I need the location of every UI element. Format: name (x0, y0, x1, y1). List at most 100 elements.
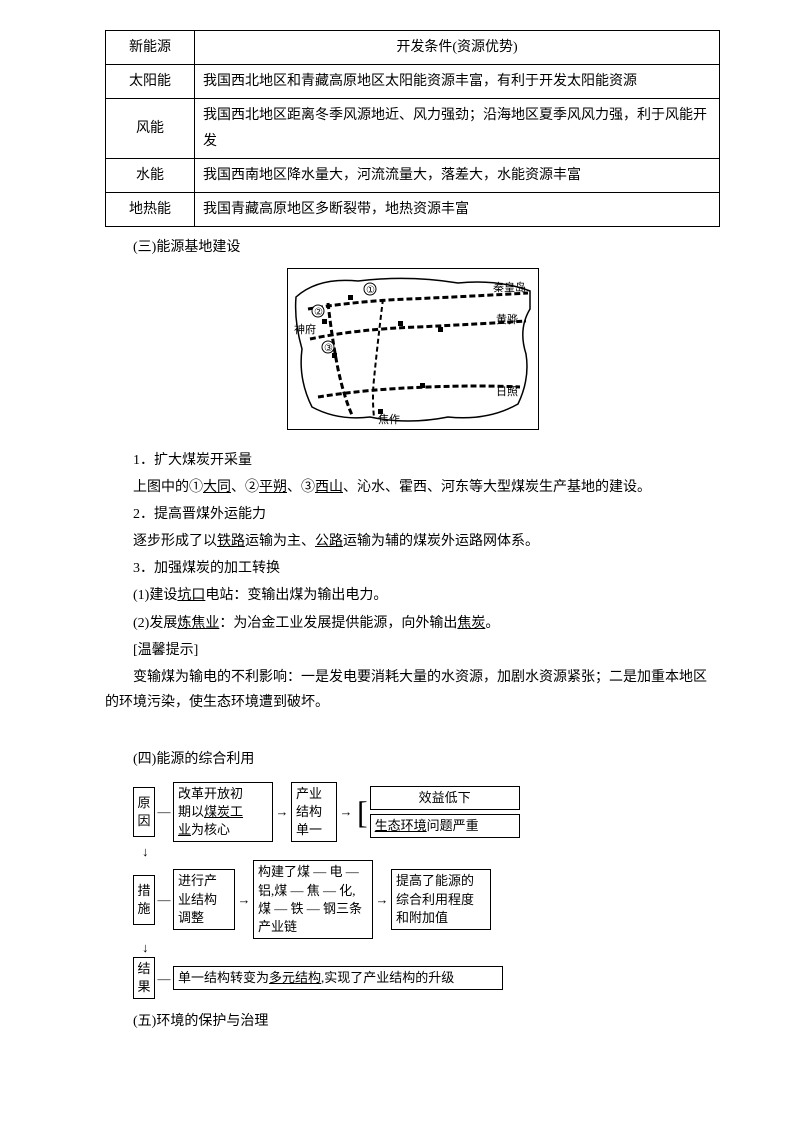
cause-label: 原因 (133, 787, 155, 837)
result-label: 结果 (133, 957, 155, 999)
text-span: 单一 (296, 822, 322, 837)
cell-solar-name: 太阳能 (106, 65, 195, 99)
s3-p2-body: 逐步形成了以铁路运输为主、公路运输为辅的煤炭外运路网体系。 (105, 529, 720, 554)
text-span: 运输为辅的煤炭外运路网体系。 (343, 534, 539, 549)
cause-right-stack: 效益低下 生态环境问题严重 (370, 786, 520, 838)
table-header-row: 新能源 开发条件(资源优势) (106, 31, 720, 65)
result-box: 单一结构转变为多元结构,实现了产业结构的升级 (173, 966, 503, 990)
map-label-qinhuangdao: 秦皇岛 (493, 280, 526, 294)
tip-body: 变输煤为输电的不利影响：一是发电要消耗大量的水资源，加剧水资源紧张；二是加重本地… (105, 665, 720, 715)
text-span: ,实现了产业结构的升级 (321, 970, 454, 985)
s3-p2-title: 2．提高晋煤外运能力 (105, 502, 720, 527)
s3-p3-2: (2)发展炼焦业：为冶金工业发展提供能源，向外输出焦炭。 (105, 611, 720, 636)
text-span: 煤 — 铁 — 钢三条 (258, 901, 362, 916)
header-new-energy: 新能源 (106, 31, 195, 65)
cell-water-name: 水能 (106, 158, 195, 192)
underline-jiaotan: 焦炭 (457, 616, 485, 631)
text-span: (2)发展 (133, 616, 177, 631)
text-span: 变输煤为输电的不利影响：一是发电要消耗大量的水资源，加剧水资源紧张；二是加重本地… (105, 670, 707, 710)
arrow-right-icon: → (235, 888, 253, 911)
flow-row-measure: 措施 ― 进行产 业结构 调整 → 构建了煤 — 电 — 铝,煤 — 焦 — 化… (133, 860, 720, 939)
text-span: 调整 (178, 910, 204, 925)
cell-wind-name: 风能 (106, 99, 195, 158)
map-label-jiaozuo: 焦作 (378, 413, 400, 426)
text-span: 进行产 (178, 873, 217, 888)
underline-lianjiao: 炼焦业 (177, 616, 219, 631)
map-label-shenfu: 神府 (294, 322, 316, 336)
underline-rail: 铁路 (217, 534, 245, 549)
cause-box2: 产业 结构 单一 (291, 782, 337, 843)
cell-geothermal-name: 地热能 (106, 192, 195, 226)
map-label-rizhao: 日照 (496, 385, 518, 398)
map-svg: 秦皇岛 黄骅 日照 神府 焦作 ① ② ③ (287, 268, 539, 430)
table-row: 风能 我国西北地区距离冬季风源地近、风力强劲；沿海地区夏季风风力强，利于风能开发 (106, 99, 720, 158)
text-span: 、② (231, 480, 259, 495)
text-span: 、沁水、霍西、河东等大型煤炭生产基地的建设。 (343, 480, 651, 495)
text-span: 期以 (178, 804, 204, 819)
measure-box2: 构建了煤 — 电 — 铝,煤 — 焦 — 化, 煤 — 铁 — 钢三条 产业链 (253, 860, 373, 939)
text-span: 、③ (287, 480, 315, 495)
map-num-3: ③ (324, 343, 333, 354)
text-span: 为核心 (191, 822, 230, 837)
measure-label: 措施 (133, 875, 155, 925)
text-span: 上图中的① (133, 480, 203, 495)
arrow-right-icon: → (337, 800, 355, 823)
measure-box3: 提高了能源的 综合利用程度 和附加值 (391, 869, 491, 930)
section5-heading: (五)环境的保护与治理 (105, 1009, 720, 1034)
underline-road: 公路 (315, 534, 343, 549)
arrow-right-icon: → (373, 888, 391, 911)
energy-resources-table: 新能源 开发条件(资源优势) 太阳能 我国西北地区和青藏高原地区太阳能资源丰富，… (105, 30, 720, 227)
text-span: 综合利用程度 (396, 892, 474, 907)
flow-row-result: 结果 ― 单一结构转变为多元结构,实现了产业结构的升级 (133, 957, 720, 999)
text-span: 提高了能源的 (396, 873, 474, 888)
map-num-1: ① (366, 285, 375, 296)
text-span: 产业 (296, 786, 322, 801)
cell-water-desc: 我国西南地区降水量大，河流流量大，落差大，水能资源丰富 (195, 158, 720, 192)
arrow-right-icon: → (273, 800, 291, 823)
flowchart: 原因 ― 改革开放初 期以煤炭工 业为核心 → 产业 结构 单一 → [ 效益低… (133, 782, 720, 1000)
text-span: 业结构 (178, 892, 217, 907)
text-span: 。 (485, 616, 499, 631)
s3-p1-title: 1．扩大煤炭开采量 (105, 448, 720, 473)
underline-ye: 业 (178, 822, 191, 837)
text-span: 逐步形成了以 (133, 534, 217, 549)
table-row: 地热能 我国青藏高原地区多断裂带，地热资源丰富 (106, 192, 720, 226)
measure-box1: 进行产 业结构 调整 (173, 869, 235, 930)
header-conditions: 开发条件(资源优势) (195, 31, 720, 65)
cell-wind-desc: 我国西北地区距离冬季风源地近、风力强劲；沿海地区夏季风风力强，利于风能开发 (195, 99, 720, 158)
cause-right1: 效益低下 (370, 786, 520, 810)
text-span: 和附加值 (396, 910, 448, 925)
text-span: 产业链 (258, 919, 297, 934)
cell-geothermal-desc: 我国青藏高原地区多断裂带，地热资源丰富 (195, 192, 720, 226)
cause-right2: 生态环境问题严重 (370, 814, 520, 838)
coal-base-map: 秦皇岛 黄骅 日照 神府 焦作 ① ② ③ (105, 268, 720, 439)
text-span: 电站：变输出煤为输出电力。 (205, 588, 387, 603)
cell-solar-desc: 我国西北地区和青藏高原地区太阳能资源丰富，有利于开发太阳能资源 (195, 65, 720, 99)
table-row: 太阳能 我国西北地区和青藏高原地区太阳能资源丰富，有利于开发太阳能资源 (106, 65, 720, 99)
map-num-2: ② (314, 307, 323, 318)
underline-xishan: 西山 (315, 480, 343, 495)
s3-p3-1: (1)建设坑口电站：变输出煤为输出电力。 (105, 583, 720, 608)
dash-icon: ― (155, 967, 173, 990)
flow-row-cause: 原因 ― 改革开放初 期以煤炭工 业为核心 → 产业 结构 单一 → [ 效益低… (133, 782, 720, 843)
text-span: 结构 (296, 804, 322, 819)
map-label-huanghua: 黄骅 (496, 312, 518, 326)
arrow-down-icon: ↓ (142, 939, 720, 957)
arrow-down-icon: ↓ (142, 842, 720, 860)
underline-kengkou: 坑口 (177, 588, 205, 603)
underline-ecology: 生态环境 (375, 818, 427, 833)
bracket-icon: [ (355, 796, 370, 828)
underline-pingshuo: 平朔 (259, 480, 287, 495)
s3-p3-title: 3．加强煤炭的加工转换 (105, 556, 720, 581)
s3-p1-body: 上图中的①大同、②平朔、③西山、沁水、霍西、河东等大型煤炭生产基地的建设。 (105, 475, 720, 500)
text-span: (1)建设 (133, 588, 177, 603)
text-span: 问题严重 (427, 818, 479, 833)
document-page: 新能源 开发条件(资源优势) 太阳能 我国西北地区和青藏高原地区太阳能资源丰富，… (0, 0, 800, 1069)
text-span: ：为冶金工业发展提供能源，向外输出 (219, 616, 457, 631)
tip-label: [温馨提示] (105, 638, 720, 663)
underline-multi: 多元结构 (269, 970, 321, 985)
text-span: 单一结构转变为 (178, 970, 269, 985)
text-span: 改革开放初 (178, 786, 243, 801)
section4-heading: (四)能源的综合利用 (105, 747, 720, 772)
section3-heading: (三)能源基地建设 (105, 235, 720, 260)
